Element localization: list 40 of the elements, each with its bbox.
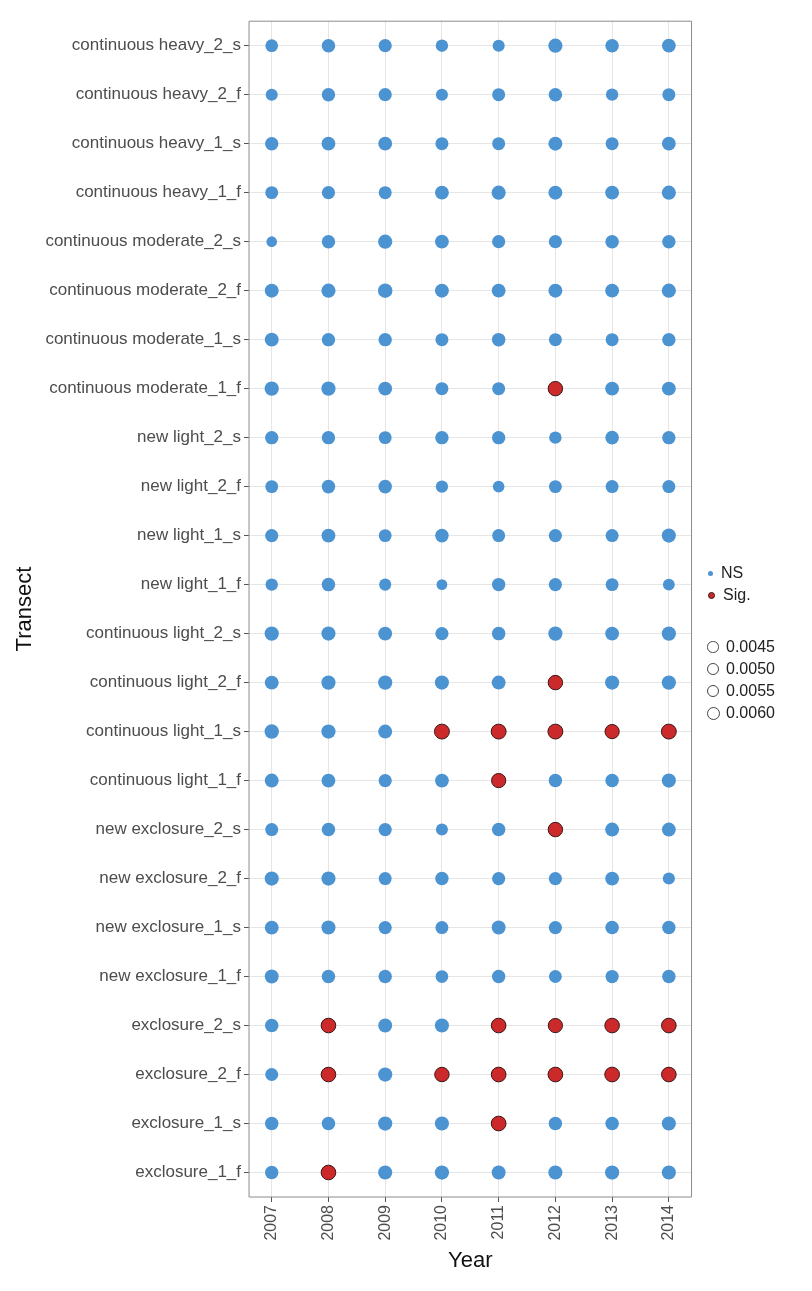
x-axis-title: Year xyxy=(448,1246,493,1272)
y-tick-label: exclosure_1_f xyxy=(135,1162,242,1182)
y-tick-label: new exclosure_2_s xyxy=(95,819,242,839)
legend-label: 0.0060 xyxy=(726,704,775,722)
y-tick-label: continuous heavy_1_s xyxy=(71,133,242,153)
y-tick-label: exclosure_2_f xyxy=(135,1064,242,1084)
y-tick-label: new light_2_s xyxy=(137,427,242,447)
x-tick-label: 2010 xyxy=(432,1204,450,1241)
y-tick-label: exclosure_1_s xyxy=(131,1113,242,1133)
x-tick-label: 2007 xyxy=(262,1204,280,1241)
legend-label: 0.0050 xyxy=(726,660,775,678)
legend-label: 0.0045 xyxy=(726,638,775,656)
x-tick-label: 2008 xyxy=(318,1204,336,1241)
y-tick-label: new light_1_s xyxy=(137,525,242,545)
y-tick-label: continuous moderate_1_f xyxy=(49,378,242,398)
y-tick-label: exclosure_2_s xyxy=(131,1015,242,1035)
x-tick-label: 2013 xyxy=(602,1204,620,1241)
legend-label: Sig. xyxy=(723,586,751,604)
y-tick-label: new light_1_f xyxy=(140,574,242,594)
y-tick-label: new exclosure_1_f xyxy=(99,966,242,986)
x-tick-label: 2011 xyxy=(489,1204,507,1240)
x-tick-label: 2012 xyxy=(545,1204,563,1241)
y-tick-label: new light_2_f xyxy=(140,476,242,496)
y-tick-label: continuous light_1_s xyxy=(86,721,242,741)
y-tick-label: continuous light_2_f xyxy=(89,672,242,692)
x-tick-label: 2009 xyxy=(375,1204,393,1241)
y-tick-label: continuous light_2_s xyxy=(86,623,242,643)
y-tick-label: continuous moderate_1_s xyxy=(45,329,242,349)
y-tick-label: new exclosure_1_s xyxy=(95,917,242,937)
y-tick-label: continuous heavy_2_s xyxy=(71,35,242,55)
x-tick-label: 2014 xyxy=(659,1204,677,1241)
y-tick-label: new exclosure_2_f xyxy=(99,868,242,888)
y-axis-title: Transect xyxy=(11,566,37,652)
y-tick-label: continuous moderate_2_f xyxy=(49,280,242,300)
y-tick-label: continuous heavy_2_f xyxy=(75,84,242,104)
legend-label: NS xyxy=(721,564,744,582)
y-tick-label: continuous light_1_f xyxy=(89,770,242,790)
y-tick-label: continuous moderate_2_s xyxy=(45,231,242,251)
legend-label: 0.0055 xyxy=(726,682,775,700)
y-tick-label: continuous heavy_1_f xyxy=(75,182,242,202)
